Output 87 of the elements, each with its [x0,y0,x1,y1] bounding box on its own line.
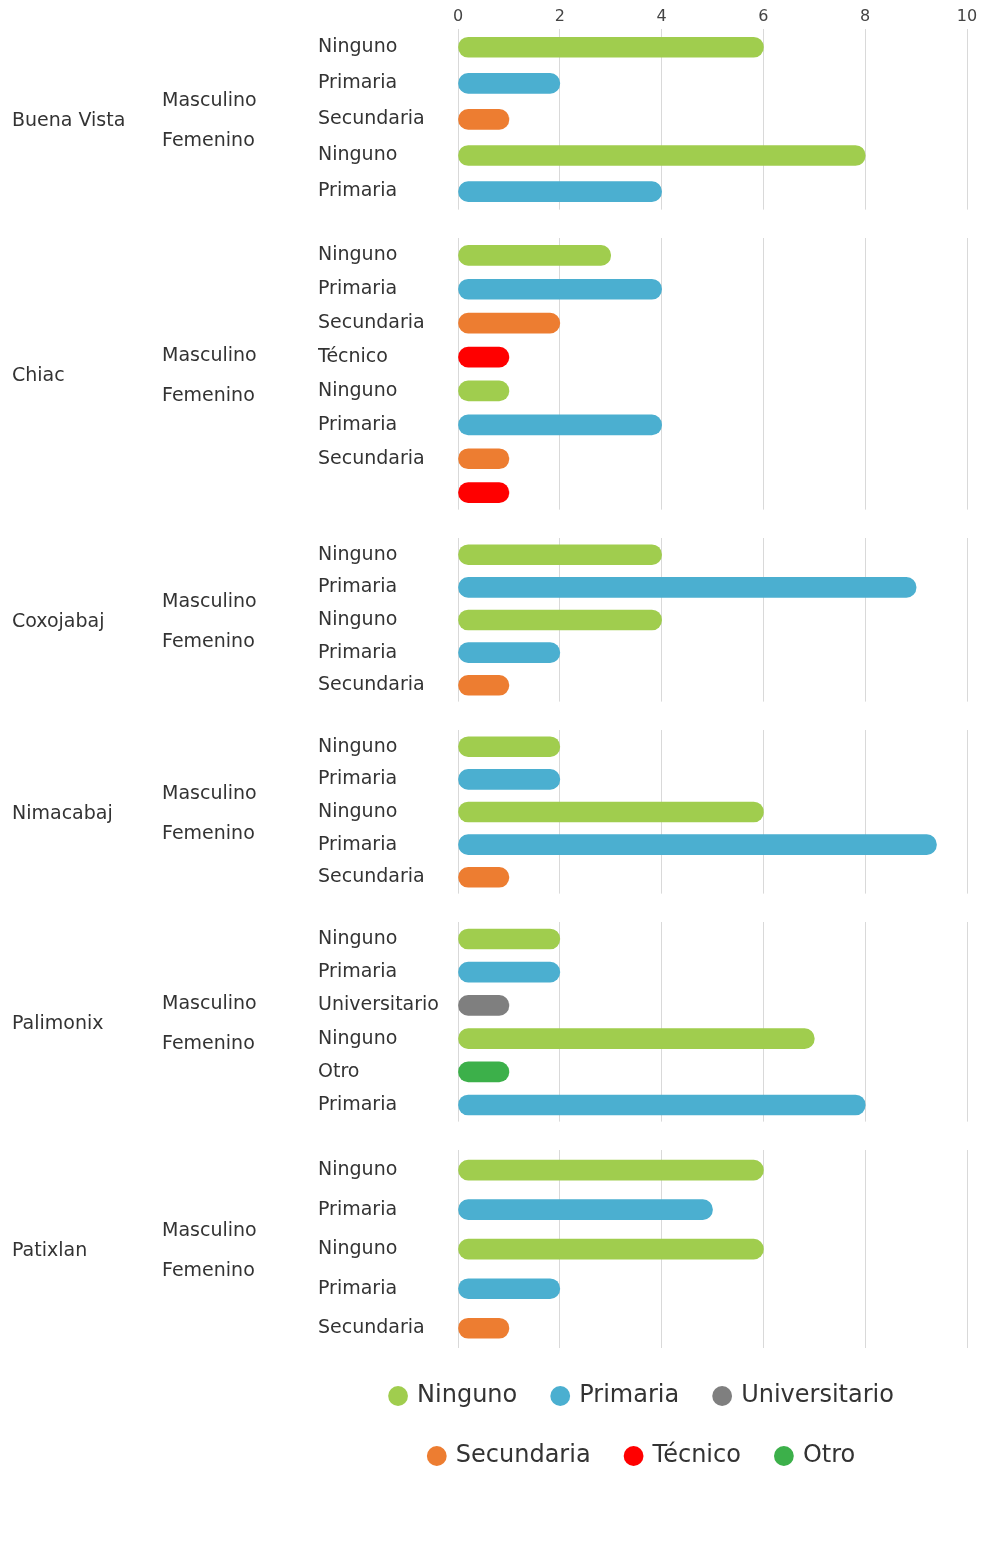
y-tick-label: Ninguno [318,925,398,948]
text: Buena Vista [12,107,126,132]
y-tick-label: Secundaria [318,864,425,887]
bar [458,801,764,823]
bar [458,961,561,983]
y-tick-label: Primaria [318,70,398,93]
text: Coxojabaj [12,608,105,632]
y-tick-label: Primaria [318,1091,398,1114]
y-tick-label: Secundaria [318,1315,425,1338]
text: Masculino [162,342,257,366]
bar [458,1094,866,1116]
text: Palimonix [12,1010,104,1034]
text: Masculino [162,780,257,804]
y-tick-label: Universitario [318,992,439,1015]
y-tick-label: Ninguno [318,1025,398,1048]
text: Masculino [162,87,257,112]
bar [458,72,561,94]
bar [458,834,937,855]
bar [458,312,561,334]
y-tick-label: Primaria [318,959,398,982]
y-tick-label: Secundaria [318,445,425,468]
y-tick-label: Ninguno [318,733,398,756]
bar [458,928,561,950]
bar [458,609,662,631]
y-tick-label: Ninguno [318,377,398,400]
bar [458,278,662,300]
y-tick-label: Primaria [318,639,398,662]
bar [458,1028,815,1049]
y-tick-label: Ninguno [318,142,398,165]
y-tick-label: Primaria [318,276,398,299]
y-tick-label: Secundaria [318,672,425,695]
bar [458,1159,764,1181]
bar [458,181,662,202]
text: Femenino [162,1257,255,1282]
legend-label: Otro [802,1440,856,1469]
text: Masculino [162,588,257,612]
x-tick-label: 4 [656,5,667,25]
bar [458,414,662,436]
y-tick-label: Primaria [318,1275,398,1298]
bar [458,642,561,663]
bar [458,245,612,266]
x-tick-label: 8 [860,5,871,25]
y-tick-label: Primaria [318,766,398,789]
y-tick-label: Primaria [318,178,398,201]
y-tick-label: Ninguno [318,798,398,821]
text: Masculino [162,990,257,1014]
text: Femenino [162,628,255,652]
y-tick-label: Primaria [318,831,398,854]
text: Chiac [12,362,65,386]
bar [458,577,917,598]
bar [458,145,866,166]
text: Nimacabaj [12,800,113,824]
text: Femenino [162,1030,255,1054]
y-tick-label: Ninguno [318,541,398,564]
bar [458,1199,713,1221]
bar [458,544,662,566]
text: Femenino [162,382,255,406]
y-tick-label: Ninguno [318,242,398,265]
x-tick-label: 0 [452,5,464,25]
text: Masculino [162,1217,257,1242]
legend-label: Universitario [741,1380,894,1409]
text: Patixlan [12,1237,88,1262]
x-tick-label: 2 [554,5,565,25]
bar [458,769,561,790]
y-tick-label: Ninguno [318,1157,398,1180]
legend-label: Ninguno [417,1380,518,1409]
x-tick-label: 6 [758,5,769,25]
x-tick-label: 10 [956,5,978,25]
y-tick-label: Primaria [318,574,398,597]
legend-label: Primaria [579,1380,680,1409]
y-tick-label: Ninguno [318,34,398,57]
bar [458,36,764,58]
y-tick-label: Ninguno [318,606,398,629]
text: Femenino [162,820,255,844]
bar [458,1238,764,1260]
y-tick-label: Secundaria [318,106,425,129]
y-tick-label: Primaria [318,411,398,434]
bar [458,1278,561,1300]
bar [458,736,561,758]
y-tick-label: Primaria [318,1196,398,1219]
legend-label: Técnico [651,1440,741,1469]
y-tick-label: Secundaria [318,310,425,333]
y-tick-label: Técnico [317,343,388,366]
y-tick-label: Ninguno [318,1236,398,1259]
text: Femenino [162,127,255,152]
y-tick-label: Otro [318,1058,360,1081]
legend-label: Secundaria [455,1440,591,1469]
